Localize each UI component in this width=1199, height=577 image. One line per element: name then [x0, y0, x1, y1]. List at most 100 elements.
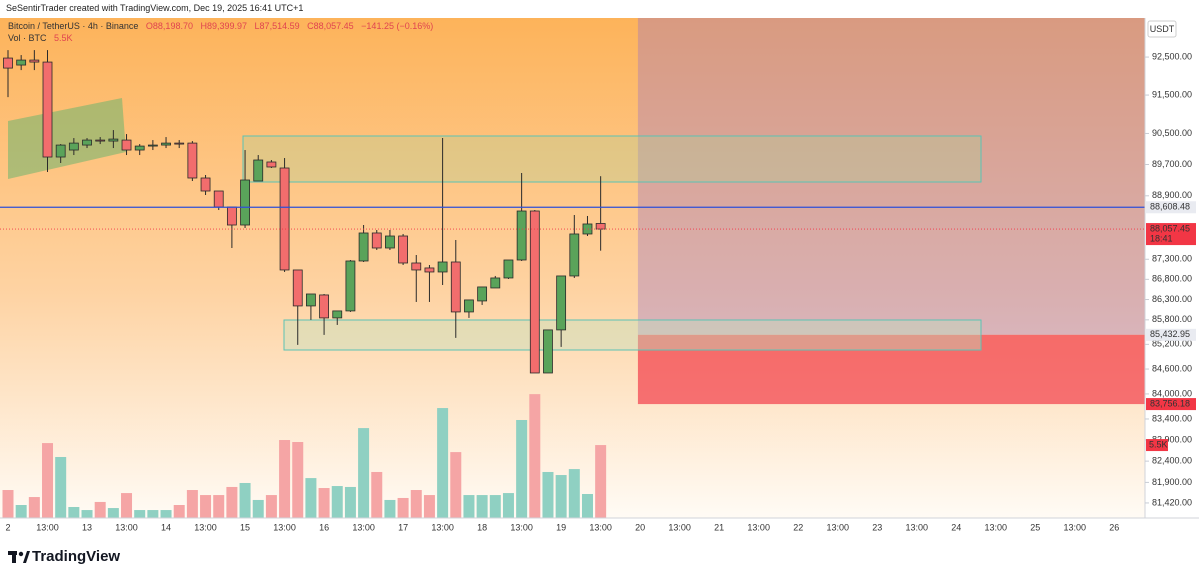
- countdown: 18:41: [1150, 233, 1173, 243]
- volume-badge: [1146, 439, 1168, 452]
- candle-body: [424, 267, 435, 273]
- x-tick-label: 23: [872, 522, 882, 532]
- candle-body: [595, 223, 606, 230]
- y-tick-label: 88,900.00: [1152, 190, 1192, 200]
- candle-body: [371, 232, 382, 249]
- currency-badge: [1147, 20, 1177, 38]
- candle-body: [200, 177, 211, 192]
- ohlc: H89,399.97: [200, 21, 248, 31]
- candle-body: [319, 294, 329, 319]
- currency: USDT: [1150, 24, 1175, 34]
- volume-bar: [15, 505, 27, 518]
- candle-body: [161, 142, 171, 146]
- candle-body: [569, 233, 580, 277]
- volume-bar: [279, 440, 291, 518]
- price-badge-label: 83,756.18: [1150, 398, 1190, 408]
- volume-value: 5.5K: [54, 33, 73, 43]
- y-tick-label: 83,400.00: [1152, 413, 1192, 423]
- volume-bar: [568, 469, 580, 518]
- x-tick-label: 13:00: [984, 522, 1007, 532]
- volume-bar: [423, 495, 435, 518]
- y-tick-label: 87,300.00: [1152, 254, 1192, 264]
- volume-bar: [450, 452, 462, 518]
- candle-body: [240, 179, 250, 226]
- x-tick-label: 24: [951, 522, 961, 532]
- brand-logo: [8, 551, 30, 563]
- x-tick-label: 2: [5, 522, 10, 532]
- candle-body: [556, 275, 567, 331]
- y-tick-label: 82,400.00: [1152, 456, 1192, 466]
- candle-body: [358, 232, 369, 262]
- candle-body: [266, 161, 277, 168]
- volume-bar: [371, 471, 383, 518]
- y-tick-label: 84,600.00: [1152, 363, 1192, 373]
- volume-bar: [581, 493, 593, 518]
- y-tick-label: 92,500.00: [1152, 51, 1192, 61]
- candle-body: [516, 210, 527, 261]
- candle-body: [174, 142, 185, 145]
- candles: [3, 50, 606, 374]
- x-tick-label: 22: [793, 522, 803, 532]
- x-tick-label: 13:00: [510, 522, 533, 532]
- volume-bar: [200, 495, 212, 518]
- volume-bar: [410, 490, 422, 518]
- candle-body: [345, 260, 356, 312]
- volume-bar: [292, 442, 304, 518]
- x-tick-label: 14: [161, 522, 171, 532]
- volume-bar: [252, 499, 264, 518]
- volume-bar: [397, 497, 409, 518]
- ohlc: C88,057.45: [307, 21, 354, 31]
- volume-bar: [463, 495, 475, 518]
- volume-bar: [516, 419, 528, 518]
- zones: [637, 18, 1145, 405]
- price-badge-label: 88,057.45: [1150, 223, 1190, 233]
- x-tick-label: 15: [240, 522, 250, 532]
- volume-bar: [121, 493, 133, 518]
- volume-bar: [186, 490, 198, 518]
- volume-bar: [213, 495, 225, 518]
- channel: [8, 98, 126, 179]
- candle-body: [55, 144, 66, 158]
- candle-body: [292, 269, 303, 307]
- zone: [637, 18, 1145, 335]
- x-tick-label: 17: [398, 522, 408, 532]
- candle-body: [464, 299, 474, 313]
- volume-bar: [2, 490, 14, 518]
- x-tick-label: 13:00: [273, 522, 296, 532]
- x-tick-label: 13:00: [431, 522, 454, 532]
- candle-body: [95, 139, 106, 142]
- volume-bar: [489, 495, 501, 518]
- candle-body: [134, 145, 145, 151]
- volume-bar: [226, 486, 238, 518]
- x-tick-label: 25: [1030, 522, 1040, 532]
- candle-body: [411, 262, 422, 271]
- volume-bar: [160, 510, 172, 518]
- x-tick-label: 13:00: [36, 522, 59, 532]
- zone: [637, 334, 1145, 405]
- volume-bar: [28, 497, 40, 518]
- volume-bar: [555, 475, 567, 518]
- y-tick-label: 84,000.00: [1152, 388, 1192, 398]
- y-tick-label: 85,800.00: [1152, 314, 1192, 324]
- volume-bar: [265, 495, 277, 518]
- candle-body: [82, 139, 92, 146]
- volume: [2, 394, 607, 518]
- x-tick-label: 20: [635, 522, 645, 532]
- x-tick-label: 18: [477, 522, 487, 532]
- x-tick-label: 16: [319, 522, 329, 532]
- volume-bar: [344, 486, 356, 518]
- candle-body: [226, 206, 237, 226]
- price-badge-label: 88,608.48: [1150, 202, 1190, 212]
- volume-bar: [81, 510, 93, 518]
- ohlc: L87,514.59: [254, 21, 300, 31]
- caption: SeSentirTrader created with TradingView.…: [6, 3, 304, 13]
- candle-body: [68, 142, 79, 151]
- candle-body: [543, 329, 553, 374]
- price-badge: [1146, 201, 1196, 214]
- candle-body: [121, 139, 132, 151]
- x-tick-label: 13:00: [826, 522, 849, 532]
- candle-body: [3, 57, 13, 69]
- ohlc: O88,198.70: [145, 21, 193, 31]
